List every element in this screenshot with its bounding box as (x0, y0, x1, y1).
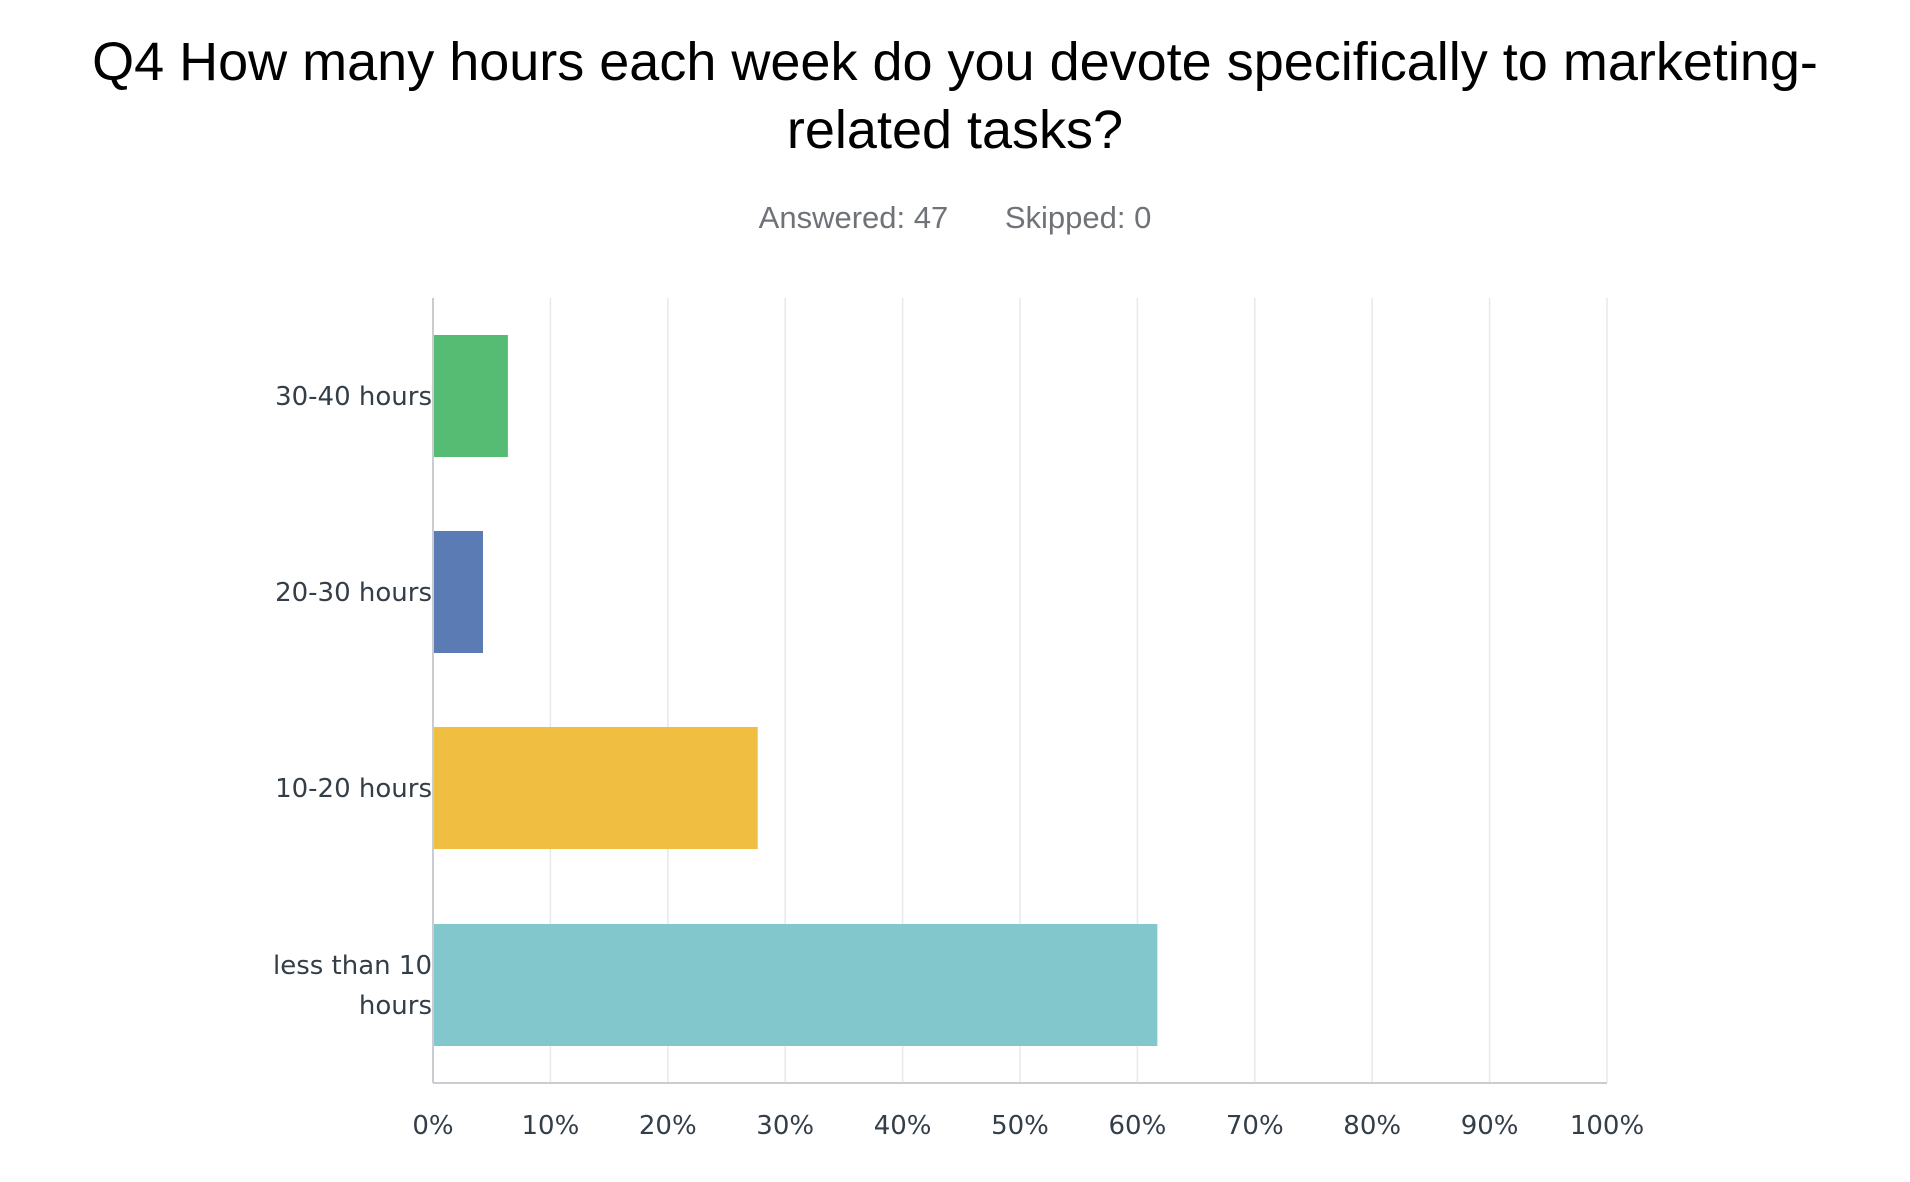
x-tick-labels: 0% 10% 20% 30% 40% 50% 60% 70% 80% 90% 100% (412, 1111, 1644, 1141)
x-tick-label: 70% (1226, 1111, 1284, 1141)
chart-title: Q4 How many hours each week do you devot… (0, 28, 1910, 164)
bars (433, 335, 1158, 1046)
x-tick-label: 30% (756, 1111, 814, 1141)
x-tick-label: 20% (639, 1111, 697, 1141)
bar-0 (433, 335, 508, 457)
x-tick-label: 90% (1461, 1111, 1519, 1141)
x-tick-label: 50% (991, 1111, 1049, 1141)
bar-3 (433, 924, 1158, 1046)
x-tick-label: 0% (412, 1111, 453, 1141)
category-label: 20-30 hours (275, 578, 432, 608)
chart-title-line-2: related tasks? (786, 100, 1124, 160)
answered-count: Answered: 47 (758, 200, 949, 235)
chart-title-line-1: Q4 How many hours each week do you devot… (92, 32, 1818, 92)
skipped-count: Skipped: 0 (1004, 200, 1152, 235)
axes (432, 298, 1607, 1084)
x-tick-label: 100% (1570, 1111, 1644, 1141)
x-tick-label: 60% (1109, 1111, 1167, 1141)
category-label: 30-40 hours (275, 382, 432, 412)
response-stats: Answered: 47 Skipped: 0 (0, 200, 1910, 236)
x-tick-label: 10% (522, 1111, 580, 1141)
category-label: 10-20 hours (275, 774, 432, 804)
x-tick-label: 80% (1343, 1111, 1401, 1141)
category-labels: 30-40 hours 20-30 hours 10-20 hours less th… (273, 382, 432, 1021)
x-tick-label: 40% (874, 1111, 932, 1141)
category-label: hours (359, 991, 432, 1021)
bar-1 (433, 531, 484, 653)
category-label: less than 10 (273, 951, 432, 981)
bar-2 (433, 727, 758, 849)
